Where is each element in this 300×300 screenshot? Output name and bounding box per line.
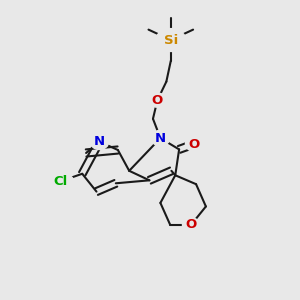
- Ellipse shape: [156, 28, 186, 51]
- Ellipse shape: [182, 218, 200, 232]
- Text: N: N: [155, 132, 166, 145]
- Ellipse shape: [151, 130, 170, 146]
- Ellipse shape: [48, 173, 74, 189]
- Ellipse shape: [149, 93, 166, 107]
- Text: Si: Si: [164, 34, 178, 46]
- Text: O: O: [188, 138, 200, 151]
- Text: O: O: [152, 94, 163, 106]
- Text: Cl: Cl: [54, 175, 68, 188]
- Ellipse shape: [185, 137, 203, 151]
- Text: N: N: [94, 135, 105, 148]
- Ellipse shape: [90, 134, 109, 149]
- Text: O: O: [185, 218, 197, 231]
